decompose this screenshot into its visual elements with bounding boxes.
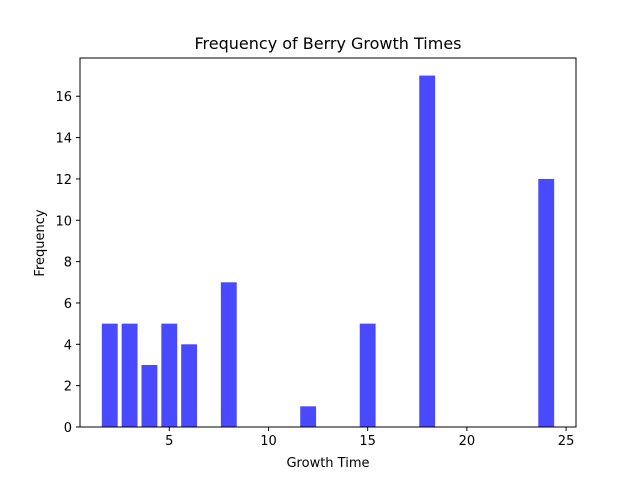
- bar-12: [300, 406, 317, 427]
- bar-15: [359, 323, 376, 427]
- x-tick-label-5: 5: [165, 434, 173, 449]
- bar-24: [538, 178, 555, 427]
- y-axis-ticks: 0 2 4 6 8 10 12 14 16: [55, 90, 80, 436]
- y-tick-label-10: 10: [55, 214, 72, 229]
- bar-18: [419, 75, 436, 427]
- y-tick-label-6: 6: [64, 297, 72, 312]
- y-tick-label-4: 4: [64, 338, 72, 353]
- bar-2: [101, 323, 118, 427]
- x-tick-label-25: 25: [558, 434, 575, 449]
- bar-8: [220, 282, 237, 427]
- bar-5: [161, 323, 178, 427]
- x-tick-label-10: 10: [260, 434, 277, 449]
- x-tick-label-20: 20: [459, 434, 476, 449]
- x-axis-label: Growth Time: [286, 456, 369, 471]
- x-tick-label-15: 15: [359, 434, 376, 449]
- plot-frame: [79, 57, 577, 428]
- y-tick-label-2: 2: [64, 380, 72, 395]
- y-tick-label-16: 16: [55, 90, 72, 105]
- y-tick-label-14: 14: [55, 132, 72, 147]
- chart-title: Frequency of Berry Growth Times: [195, 34, 462, 53]
- bars-group: [101, 75, 555, 427]
- y-tick-label-0: 0: [64, 421, 72, 436]
- bar-4: [141, 364, 158, 427]
- x-axis-ticks: 5 10 15 20 25: [165, 427, 574, 449]
- y-axis-label: Frequency: [33, 209, 48, 276]
- y-tick-label-8: 8: [64, 256, 72, 271]
- bar-3: [121, 323, 138, 427]
- y-tick-label-12: 12: [55, 173, 72, 188]
- bar-6: [181, 344, 198, 427]
